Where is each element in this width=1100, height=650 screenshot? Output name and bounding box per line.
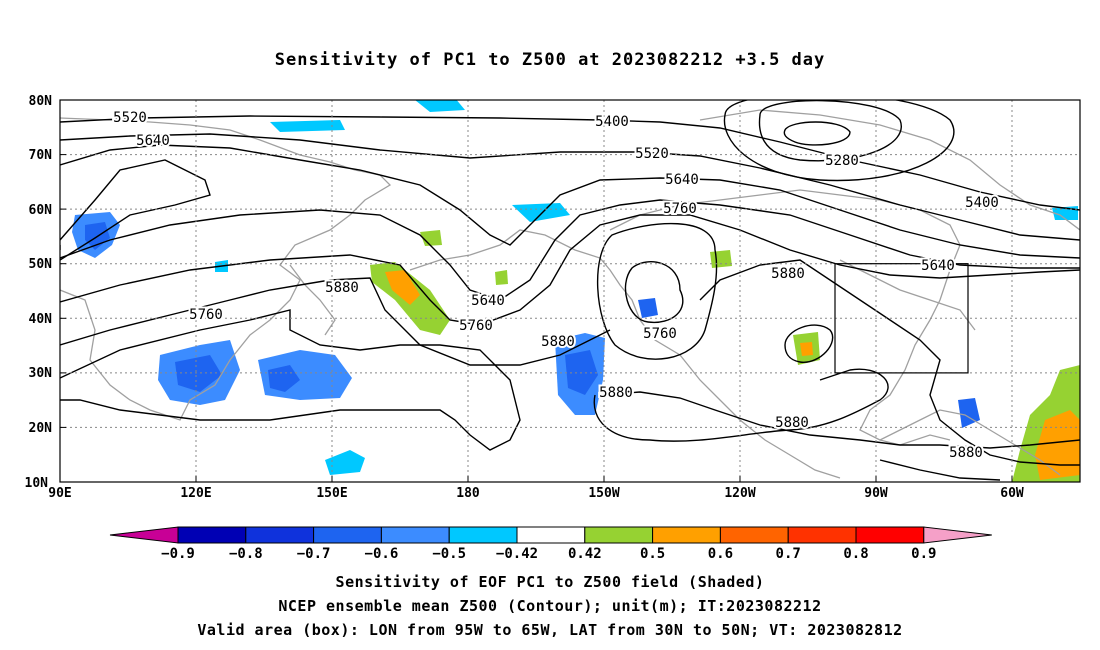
lat-label: 40N [29,312,53,327]
lon-label: 60W [1000,486,1024,501]
contour-label: 5760 [643,326,677,342]
lat-label: 10N [25,476,49,491]
map-title: Sensitivity of PC1 to Z500 at 2023082212… [274,50,826,70]
contour-labels: 5520 5640 5400 5520 5640 5760 5280 5400 … [111,108,1001,463]
contour-label: 5880 [949,445,983,461]
contour-label: 5520 [113,110,147,126]
lon-labels: 90E 120E 150E 180 150W 120W 90W 60W [48,486,1024,501]
colorbar-high-end [923,526,992,544]
colorbar-label: 0.42 [568,546,602,562]
colorbar: −0.9 −0.8 −0.7 −0.6 −0.5 −0.42 0.42 0.5 0.6 0.7 0.… [109,526,992,562]
colorbar-label: −0.8 [229,546,263,562]
lon-label: 150E [316,486,347,501]
lon-label: 120W [724,486,755,501]
contour-label: 5640 [665,172,699,188]
contour-label: 5760 [459,318,493,334]
caption-line-2: NCEP ensemble mean Z500 (Contour); unit(… [278,597,822,615]
caption-line-1: Sensitivity of EOF PC1 to Z500 field (Sh… [335,573,765,591]
colorbar-segment [516,526,586,544]
lat-label: 20N [29,421,53,436]
tick-marks [60,99,1013,482]
lat-label: 30N [29,366,53,381]
contour-label: 5880 [599,385,633,401]
contour-label: 5640 [471,293,505,309]
caption-line-3: Valid area (box): LON from 95W to 65W, L… [197,621,903,639]
lon-label: 150W [588,486,619,501]
lat-labels: 80N 70N 60N 50N 40N 30N 20N 10N [25,94,53,491]
contour-label: 5520 [635,146,669,162]
valid-area-box [834,263,969,374]
lat-label: 50N [29,257,53,272]
map-frame [59,99,1081,483]
contour-label: 5400 [595,114,629,130]
contour-label: 5880 [325,280,359,296]
contour-label: 5280 [825,153,859,169]
z500-contours [60,100,1080,481]
contour-label: 5640 [136,133,170,149]
colorbar-label: 0.7 [776,546,801,562]
contour-label: 5760 [189,307,223,323]
contour-label: 5400 [965,195,999,211]
colorbar-label: −0.42 [496,546,538,562]
contour-label: 5880 [775,415,809,431]
contour-label: 5760 [663,201,697,217]
colorbar-label: 0.9 [911,546,936,562]
contour-label: 5880 [771,266,805,282]
colorbar-segment [719,526,789,544]
colorbar-segment [652,526,721,544]
contour-label: 5640 [921,258,955,274]
colorbar-label: −0.6 [365,546,399,562]
colorbar-label: −0.5 [432,546,466,562]
coastlines [60,109,1080,479]
colorbar-label: 0.8 [843,546,868,562]
graticule [60,100,1080,482]
colorbar-segment [313,526,382,544]
colorbar-segment [787,526,857,544]
colorbar-segment [855,526,925,544]
colorbar-segment [448,526,518,544]
colorbar-label: 0.6 [708,546,733,562]
colorbar-label: −0.7 [297,546,331,562]
colorbar-segment [245,526,315,544]
lat-label: 70N [29,148,53,163]
lon-label: 90E [48,486,71,501]
colorbar-low-end [109,526,179,544]
lat-label: 60N [29,203,53,218]
colorbar-label: 0.5 [640,546,665,562]
lon-label: 120E [180,486,211,501]
contour-label: 5880 [541,334,575,350]
lat-label: 80N [29,94,53,109]
lon-label: 90W [864,486,888,501]
colorbar-segment [584,526,654,544]
shaded-sensitivity [72,100,1080,482]
colorbar-label: −0.9 [161,546,195,562]
lon-label: 180 [456,486,480,501]
colorbar-segment [177,526,247,544]
colorbar-segment [380,526,450,544]
